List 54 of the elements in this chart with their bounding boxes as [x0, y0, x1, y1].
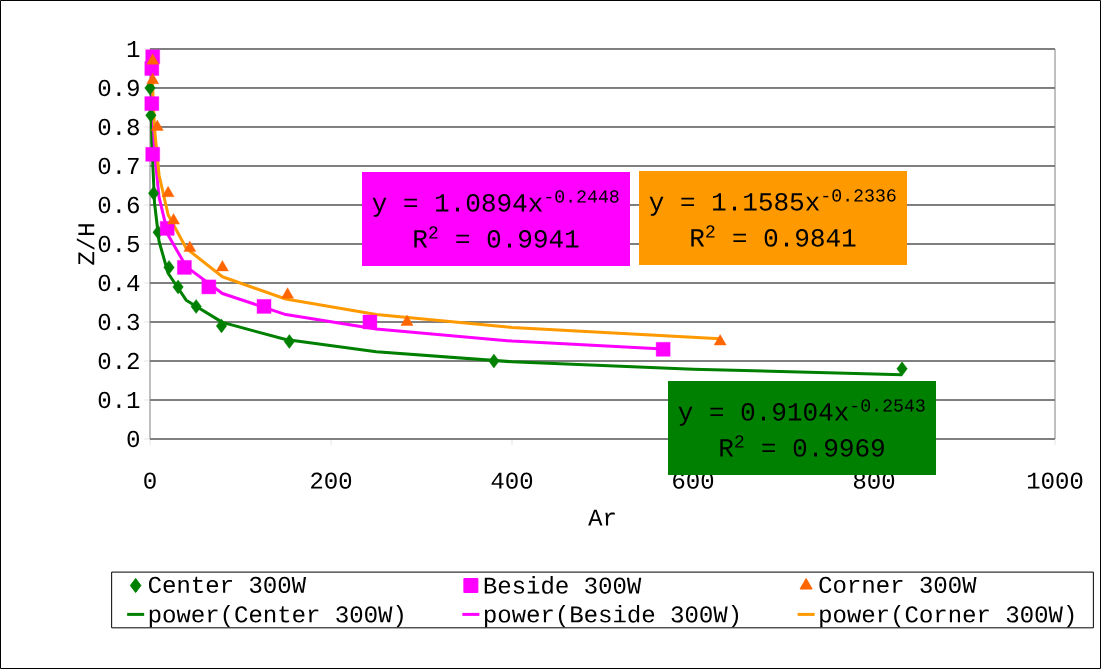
y-axis-title: Z/H: [76, 224, 95, 265]
y-tick-label: 0.8: [98, 118, 139, 136]
point: [161, 186, 175, 197]
point: [216, 260, 229, 272]
x-tick-label: 400: [491, 472, 533, 489]
annotation: y = 0.9104x$^{-0.2543}$: [678, 399, 925, 426]
y-tick-label: 0.2: [98, 352, 139, 370]
x-tick-label: 200: [311, 472, 352, 489]
y-tick-label: 0.3: [98, 313, 139, 331]
annotation: y = 1.1585x$^{-0.2336}$: [649, 189, 896, 216]
point: [148, 186, 160, 201]
point: [655, 342, 671, 357]
annotation: y = 1.0894x$^{-0.2448}$: [372, 190, 619, 217]
y-tick-label: 0.7: [98, 157, 139, 175]
point: [145, 108, 157, 123]
point: [146, 73, 159, 84]
annotation: R$^{2}$ = 0.9841: [691, 225, 856, 247]
x-tick-label: 1000: [1027, 472, 1083, 489]
point: [145, 147, 160, 162]
point: [183, 240, 197, 252]
point: [488, 353, 500, 369]
point: [190, 299, 202, 314]
legend-label: power(Corner 300W): [820, 604, 1074, 628]
point: [256, 299, 272, 314]
legend-label: Beside 300W: [484, 576, 642, 594]
point: [163, 260, 175, 275]
legend-label: power(Center 300W): [149, 604, 403, 628]
annotation: R$^{2}$ = 0.9941: [414, 226, 579, 248]
point: [283, 334, 295, 349]
point: [713, 334, 727, 346]
point: [281, 287, 294, 299]
point: [201, 279, 217, 295]
y-tick-label: 0.9: [98, 79, 139, 97]
point: [146, 53, 159, 65]
y-tick-label: 0.4: [98, 274, 140, 292]
point: [167, 213, 180, 225]
x-tick-label: 0: [144, 472, 156, 489]
point: [362, 314, 378, 330]
y-tick-label: 0: [127, 430, 139, 448]
point: [144, 96, 160, 111]
point: [896, 361, 908, 376]
point: [172, 279, 184, 295]
y-tick-label: 1: [127, 41, 140, 57]
annotation: R$^{2}$ = 0.9969: [720, 435, 884, 457]
x-axis-title: Ar: [588, 509, 615, 526]
y-tick-label: 0.5: [98, 235, 139, 253]
y-tick-label: 0.1: [98, 391, 140, 409]
legend-label: Center 300W: [148, 576, 307, 594]
legend-label: power(Beside 300W): [484, 604, 739, 628]
point: [400, 314, 414, 326]
y-tick-label: 0.6: [98, 196, 139, 214]
legend-label: Corner 300W: [819, 576, 977, 594]
point: [177, 260, 192, 275]
point: [150, 119, 164, 131]
